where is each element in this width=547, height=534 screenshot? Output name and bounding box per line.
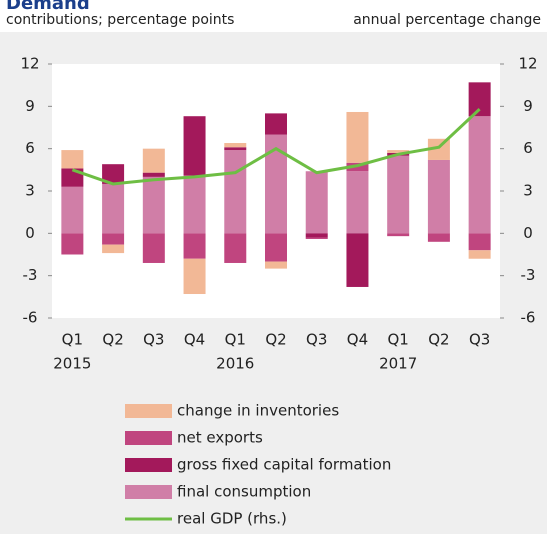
bar: [224, 143, 247, 148]
legend-swatch: [125, 431, 172, 445]
y-axis-label: contributions; percentage points: [6, 12, 234, 28]
bar: [183, 116, 206, 176]
x-tick-label: Q4: [184, 331, 205, 349]
x-tick-label: Q3: [469, 331, 490, 349]
y-tick-label: 3: [25, 182, 35, 200]
bar: [265, 261, 287, 269]
bar: [346, 171, 369, 234]
bar: [265, 113, 287, 135]
y2-tick-label: 6: [523, 139, 533, 157]
y2-tick-label: -6: [521, 309, 536, 327]
chart-title: Demand: [6, 0, 90, 14]
y-tick-label: -3: [23, 266, 38, 284]
bar: [61, 150, 84, 169]
x-tick-label: Q1: [62, 331, 83, 349]
bar: [183, 233, 206, 259]
bar: [142, 172, 165, 177]
y-tick-label: 9: [25, 97, 35, 115]
bar: [346, 111, 369, 163]
bar: [142, 233, 165, 263]
y2-tick-label: -3: [521, 266, 536, 284]
bar: [224, 147, 247, 151]
bar: [387, 233, 410, 237]
bar: [468, 250, 491, 259]
bar: [224, 150, 247, 234]
x-tick-label: Q1: [225, 331, 246, 349]
legend-swatch: [125, 404, 172, 418]
y2-tick-label: 9: [523, 97, 533, 115]
bar: [102, 233, 125, 245]
line: [71, 108, 481, 186]
legend-label: final consumption: [177, 483, 311, 501]
bar: [468, 233, 491, 251]
legend-label: real GDP (rhs.): [177, 510, 287, 528]
x-tick-label: Q2: [102, 331, 123, 349]
y2-tick-label: 12: [518, 55, 537, 73]
bar: [142, 148, 165, 173]
x-tick-label: Q2: [265, 331, 286, 349]
bar: [142, 176, 165, 234]
bar: [468, 116, 491, 234]
x-tick-label: Q3: [306, 331, 327, 349]
bar: [61, 233, 84, 255]
bar: [61, 186, 84, 234]
bar: [102, 164, 125, 184]
bar: [427, 233, 450, 242]
bar: [102, 183, 125, 234]
bar: [387, 150, 410, 153]
y2-tick-label: 0: [523, 224, 533, 242]
bar: [427, 159, 450, 234]
bar: [183, 175, 206, 234]
y-tick-label: 12: [20, 55, 39, 73]
y2-axis-label: annual percentage change: [353, 12, 541, 28]
bar: [387, 155, 410, 234]
bar: [305, 237, 328, 239]
x-tick-label: Q1: [388, 331, 409, 349]
bar: [224, 233, 247, 263]
bar: [305, 171, 328, 234]
x-tick-label: Q2: [428, 331, 449, 349]
y-tick-label: 6: [25, 139, 35, 157]
y-tick-label: 0: [25, 224, 35, 242]
x-group-label: 2017: [379, 355, 417, 373]
bar: [265, 233, 287, 262]
x-tick-label: Q3: [143, 331, 164, 349]
legend-swatch: [125, 485, 172, 499]
bar: [468, 82, 491, 117]
bar: [346, 233, 369, 287]
y-tick-label: -6: [23, 309, 38, 327]
legend-swatch: [125, 458, 172, 472]
x-tick-label: Q4: [347, 331, 368, 349]
legend-label: net exports: [177, 429, 263, 447]
x-group-label: 2016: [216, 355, 254, 373]
legend-label: change in inventories: [177, 402, 339, 420]
bar: [265, 134, 287, 234]
bar: [102, 244, 125, 254]
x-group-label: 2015: [53, 355, 91, 373]
legend-label: gross fixed capital formation: [177, 456, 391, 474]
bar: [305, 233, 328, 238]
bar: [183, 258, 206, 295]
y2-tick-label: 3: [523, 182, 533, 200]
